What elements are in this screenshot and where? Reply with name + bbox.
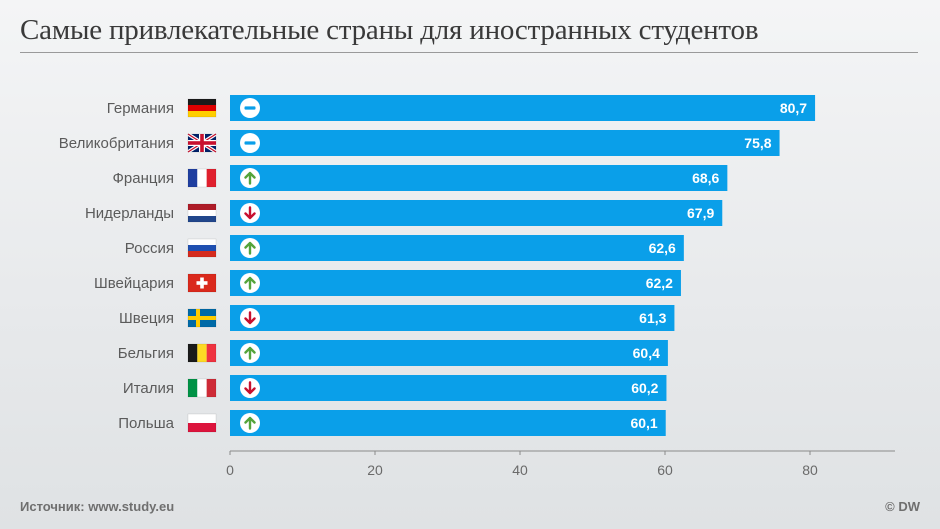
ru-flag-icon	[187, 238, 217, 258]
trend-down-icon	[240, 203, 260, 223]
country-label: Германия	[107, 100, 174, 117]
gb-flag-icon	[187, 132, 217, 154]
country-label: Швейцария	[94, 275, 174, 292]
value-label: 61,3	[639, 310, 666, 326]
pl-flag-icon	[187, 413, 217, 433]
trend-same-icon	[240, 98, 260, 118]
ch-flag-icon	[187, 273, 217, 293]
country-label: Россия	[125, 240, 174, 257]
x-tick-label: 40	[512, 462, 528, 478]
value-label: 62,6	[649, 240, 676, 256]
copyright-credit: © DW	[885, 499, 920, 514]
country-label: Великобритания	[59, 135, 174, 152]
fr-flag-icon	[187, 168, 217, 188]
it-flag-icon	[187, 378, 217, 398]
value-label: 80,7	[780, 100, 807, 116]
bar	[230, 165, 728, 191]
bar	[230, 340, 668, 366]
trend-same-icon	[240, 133, 260, 153]
be-flag-icon	[187, 343, 217, 363]
country-label: Франция	[113, 170, 174, 187]
se-flag-icon	[187, 308, 217, 328]
trend-down-icon	[240, 378, 260, 398]
bar	[230, 305, 675, 331]
bar	[230, 375, 667, 401]
trend-down-icon	[240, 308, 260, 328]
value-label: 62,2	[646, 275, 673, 291]
value-label: 75,8	[744, 135, 771, 151]
country-label: Италия	[123, 380, 174, 397]
country-label: Бельгия	[118, 345, 174, 362]
x-tick-label: 80	[802, 462, 818, 478]
bar	[230, 410, 666, 436]
title-divider	[20, 52, 918, 53]
bar	[230, 235, 684, 261]
value-label: 67,9	[687, 205, 714, 221]
source-note: Источник: www.study.eu	[20, 499, 175, 514]
nl-flag-icon	[187, 203, 217, 223]
bar	[230, 130, 780, 156]
x-tick-label: 0	[226, 462, 234, 478]
value-label: 60,2	[631, 380, 658, 396]
de-flag-icon	[187, 98, 217, 118]
trend-up-icon	[240, 413, 260, 433]
value-label: 68,6	[692, 170, 719, 186]
value-label: 60,1	[630, 415, 657, 431]
x-tick-label: 60	[657, 462, 673, 478]
trend-up-icon	[240, 273, 260, 293]
chart-title: Самые привлекательные страны для иностра…	[20, 14, 759, 46]
trend-up-icon	[240, 238, 260, 258]
country-label: Польша	[118, 415, 174, 432]
x-tick-label: 20	[367, 462, 383, 478]
bar	[230, 200, 723, 226]
bar	[230, 270, 681, 296]
bar	[230, 95, 816, 121]
country-label: Нидерланды	[85, 205, 174, 222]
trend-up-icon	[240, 168, 260, 188]
trend-up-icon	[240, 343, 260, 363]
value-label: 60,4	[633, 345, 660, 361]
country-label: Швеция	[119, 310, 174, 327]
